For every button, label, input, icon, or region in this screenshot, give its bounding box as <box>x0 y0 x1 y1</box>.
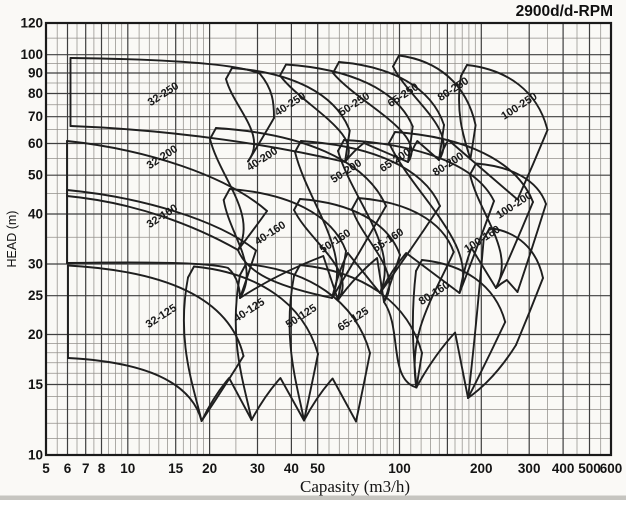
svg-text:10: 10 <box>28 448 43 463</box>
svg-text:15: 15 <box>168 461 184 476</box>
svg-text:400: 400 <box>552 461 575 476</box>
svg-text:HEAD (m): HEAD (m) <box>5 211 19 268</box>
svg-text:5: 5 <box>42 461 50 476</box>
svg-text:20: 20 <box>28 327 43 342</box>
svg-text:8: 8 <box>98 461 106 476</box>
svg-text:100: 100 <box>20 47 43 62</box>
svg-text:300: 300 <box>518 461 541 476</box>
svg-text:Capasity (m3/h): Capasity (m3/h) <box>300 477 410 496</box>
svg-text:80: 80 <box>28 86 43 101</box>
svg-text:10: 10 <box>120 461 135 476</box>
svg-text:500: 500 <box>578 461 601 476</box>
svg-text:2900d/d-RPM: 2900d/d-RPM <box>516 3 613 20</box>
svg-text:40: 40 <box>28 207 43 222</box>
svg-text:15: 15 <box>28 377 44 392</box>
svg-text:40: 40 <box>284 461 299 476</box>
svg-text:120: 120 <box>20 16 43 31</box>
svg-text:200: 200 <box>470 461 493 476</box>
svg-text:30: 30 <box>28 257 43 272</box>
svg-text:50: 50 <box>28 168 43 183</box>
svg-text:6: 6 <box>64 461 72 476</box>
svg-text:7: 7 <box>82 461 90 476</box>
svg-text:600: 600 <box>600 461 623 476</box>
svg-text:100: 100 <box>388 461 411 476</box>
svg-text:20: 20 <box>202 461 217 476</box>
svg-text:90: 90 <box>28 66 43 81</box>
svg-text:25: 25 <box>28 288 44 303</box>
svg-text:50: 50 <box>310 461 325 476</box>
svg-text:30: 30 <box>250 461 265 476</box>
svg-text:60: 60 <box>28 136 43 151</box>
svg-text:70: 70 <box>28 109 43 124</box>
